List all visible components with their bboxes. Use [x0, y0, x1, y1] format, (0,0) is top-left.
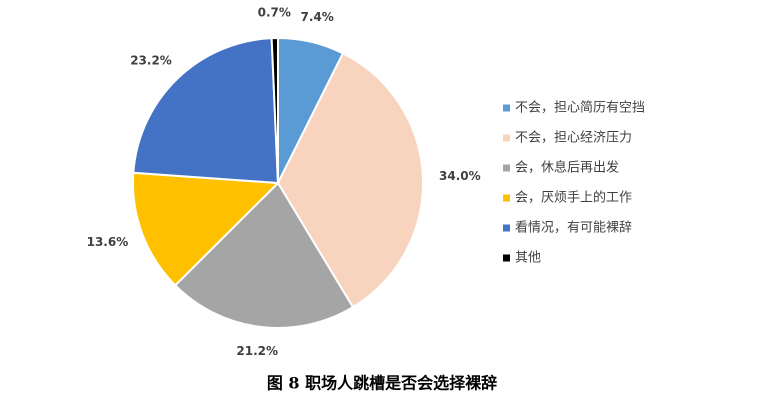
legend-swatch	[503, 224, 510, 232]
legend-label: 会，厌烦手上的工作	[515, 190, 632, 206]
legend-label: 会，休息后再出发	[515, 160, 619, 176]
legend-swatch	[503, 194, 510, 202]
data-label: 0.7%	[258, 6, 291, 20]
pie-slice	[132, 171, 281, 287]
data-label: 7.4%	[300, 10, 333, 24]
legend-label: 其他	[515, 251, 541, 266]
data-label: 21.2%	[236, 344, 278, 358]
data-label: 34.0%	[439, 169, 481, 183]
legend-label: 不会，担心简历有空挡	[515, 100, 645, 116]
data-label: 13.6%	[87, 235, 129, 249]
legend-swatch	[503, 254, 510, 262]
data-label: 23.2%	[130, 54, 172, 68]
legend-label: 不会，担心经济压力	[515, 131, 632, 146]
legend-swatch	[503, 134, 510, 142]
pie-slice	[270, 36, 279, 184]
pie-slice	[132, 37, 280, 185]
legend-swatch	[503, 164, 510, 172]
legend-swatch	[503, 104, 510, 112]
pie-slice	[276, 52, 424, 309]
chart-title: 图 8 职场人跳槽是否会选择裸辞	[267, 374, 497, 393]
legend-label: 看情况，有可能裸辞	[515, 220, 632, 236]
pie-slice	[173, 181, 355, 329]
